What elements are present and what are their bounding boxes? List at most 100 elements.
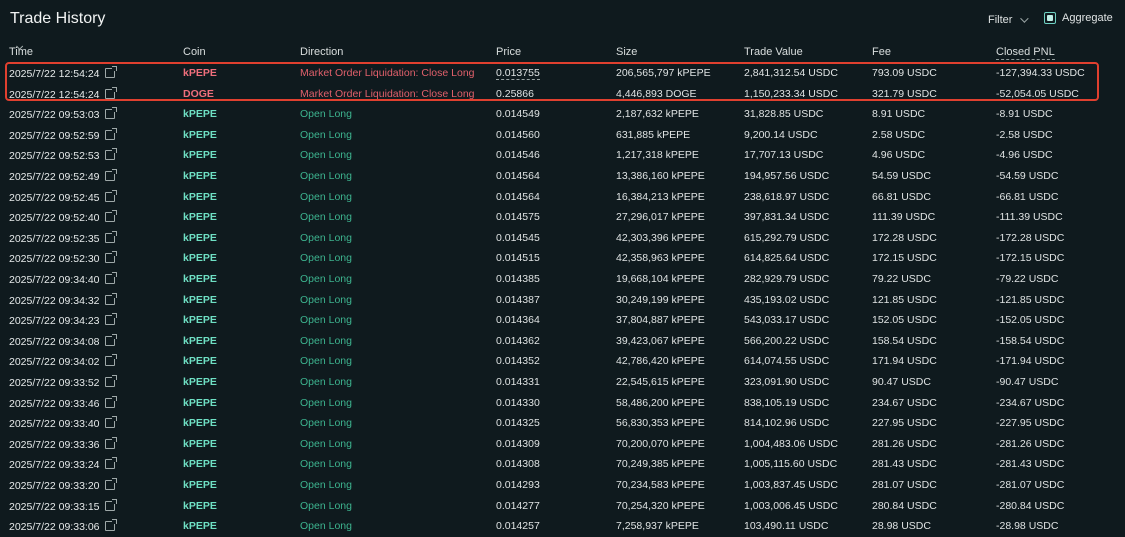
trade-value-cell: 838,105.19 USDC [744,396,830,409]
external-link-icon[interactable] [104,313,117,326]
time-cell[interactable]: 2025/7/22 09:33:06 [9,519,117,533]
direction-cell: Open Long [300,396,352,409]
direction-cell: Open Long [300,170,352,182]
table-row[interactable]: 2025/7/22 09:52:40 kPEPE Open Long 0.014575… [0,207,1125,228]
external-link-icon[interactable] [104,189,117,202]
aggregate-checkbox[interactable] [1044,12,1056,24]
time-cell[interactable]: 2025/7/22 12:54:24 [9,86,117,101]
table-row[interactable]: 2025/7/22 09:52:30 kPEPE Open Long 0.014515… [0,248,1125,269]
time-cell[interactable]: 2025/7/22 09:34:32 [9,292,117,307]
time-cell[interactable]: 2025/7/22 09:52:49 [9,169,117,183]
time-cell[interactable]: 2025/7/22 09:33:36 [9,436,117,451]
external-link-icon[interactable] [104,478,117,490]
fee-cell: 281.43 USDC [872,458,937,471]
table-row[interactable]: 2025/7/22 09:52:59 kPEPE Open Long 0.014560… [0,125,1125,146]
table-row[interactable]: 2025/7/22 09:52:45 kPEPE Open Long 0.014564… [0,187,1125,208]
external-link-icon[interactable] [104,519,117,532]
external-link-icon[interactable] [104,230,117,243]
size-cell: 70,200,070 kPEPE [616,437,705,450]
table-row[interactable]: 2025/7/22 09:33:24 kPEPE Open Long 0.014308… [0,454,1125,475]
external-link-icon[interactable] [104,210,117,223]
time-cell[interactable]: 2025/7/22 09:34:02 [9,354,117,368]
table-row[interactable]: 2025/7/22 09:34:40 kPEPE Open Long 0.014385… [0,269,1125,290]
time-cell[interactable]: 2025/7/22 09:52:53 [9,148,117,163]
table-row[interactable]: 2025/7/22 09:34:08 kPEPE Open Long 0.014362… [0,331,1125,352]
external-link-icon[interactable] [104,354,117,367]
external-link-icon[interactable] [104,66,117,78]
time-cell[interactable]: 2025/7/22 09:52:59 [9,127,117,142]
external-link-icon[interactable] [104,333,117,346]
filter-dropdown[interactable]: Filter [988,14,1030,26]
table-header: Time Coin Direction Price Size Trade Val… [0,42,1125,60]
time-cell[interactable]: 2025/7/22 09:52:30 [9,251,117,265]
external-link-icon[interactable] [104,416,117,429]
external-link-icon[interactable] [104,498,117,511]
time-text: 2025/7/22 09:52:35 [9,232,100,245]
time-cell[interactable]: 2025/7/22 09:53:03 [9,107,117,121]
table-row[interactable]: 2025/7/22 09:34:02 kPEPE Open Long 0.014352… [0,351,1125,372]
time-cell[interactable]: 2025/7/22 09:34:08 [9,333,117,348]
price-cell: 0.014564 [496,190,540,203]
direction-cell: Open Long [300,108,352,121]
external-link-icon[interactable] [104,272,117,284]
time-cell[interactable]: 2025/7/22 09:52:40 [9,210,117,224]
direction-cell: Open Long [300,273,352,285]
time-cell[interactable]: 2025/7/22 09:34:23 [9,313,117,327]
trade-value-cell: 615,292.79 USDC [744,231,830,244]
time-cell[interactable]: 2025/7/22 09:52:35 [9,230,117,245]
price-cell: 0.014308 [496,458,540,471]
time-cell[interactable]: 2025/7/22 09:52:45 [9,189,117,204]
direction-cell: Open Long [300,520,352,533]
time-cell[interactable]: 2025/7/22 09:33:52 [9,375,117,389]
direction-cell: Market Order Liquidation: Close Long [300,67,475,79]
aggregate-toggle[interactable]: Aggregate [1044,12,1113,24]
table-row[interactable]: 2025/7/22 09:33:46 kPEPE Open Long 0.014330… [0,393,1125,414]
closed-pnl-cell: -158.54 USDC [996,334,1065,347]
table-row[interactable]: 2025/7/22 09:33:52 kPEPE Open Long 0.014331… [0,372,1125,393]
time-cell[interactable]: 2025/7/22 09:33:24 [9,457,117,471]
time-text: 2025/7/22 09:34:40 [9,274,100,286]
external-link-icon[interactable] [104,436,117,449]
external-link-icon[interactable] [104,86,117,99]
table-row[interactable]: 2025/7/22 09:33:36 kPEPE Open Long 0.014309… [0,434,1125,455]
time-cell[interactable]: 2025/7/22 09:33:40 [9,416,117,430]
size-cell: 13,386,160 kPEPE [616,170,705,182]
table-row[interactable]: 2025/7/22 09:33:40 kPEPE Open Long 0.014325… [0,413,1125,434]
table-row[interactable]: 2025/7/22 09:34:23 kPEPE Open Long 0.014364… [0,310,1125,331]
external-link-icon[interactable] [104,107,117,120]
external-link-icon[interactable] [104,375,117,387]
table-row[interactable]: 2025/7/22 12:54:24 DOGE Market Order Liqui… [0,84,1125,105]
time-cell[interactable]: 2025/7/22 09:33:46 [9,395,117,410]
column-trade-value: Trade Value [744,46,803,58]
table-row[interactable]: 2025/7/22 09:33:15 kPEPE Open Long 0.014277… [0,496,1125,517]
table-row[interactable]: 2025/7/22 09:52:53 kPEPE Open Long 0.014546… [0,145,1125,166]
table-row[interactable]: 2025/7/22 09:52:35 kPEPE Open Long 0.014545… [0,228,1125,249]
time-cell[interactable]: 2025/7/22 12:54:24 [9,66,117,80]
closed-pnl-cell: -90.47 USDC [996,376,1059,388]
trade-value-cell: 103,490.11 USDC [744,520,829,533]
external-link-icon[interactable] [104,457,117,470]
fee-cell: 172.15 USDC [872,252,937,265]
table-row[interactable]: 2025/7/22 09:33:20 kPEPE Open Long 0.014293… [0,475,1125,496]
table-row[interactable]: 2025/7/22 09:52:49 kPEPE Open Long 0.014564… [0,166,1125,187]
price-cell: 0.013755 [496,67,540,80]
time-cell[interactable]: 2025/7/22 09:33:20 [9,478,117,492]
time-cell[interactable]: 2025/7/22 09:34:40 [9,272,117,286]
external-link-icon[interactable] [104,148,117,161]
time-text: 2025/7/22 09:52:53 [9,150,100,163]
table-row[interactable]: 2025/7/22 09:33:06 kPEPE Open Long 0.014257… [0,516,1125,537]
page-title: Trade History [10,10,106,27]
table-row[interactable]: 2025/7/22 09:34:32 kPEPE Open Long 0.014387… [0,290,1125,311]
external-link-icon[interactable] [104,251,117,264]
table-row[interactable]: 2025/7/22 12:54:24 kPEPE Market Order Liqu… [0,63,1125,84]
column-closed-pnl[interactable]: Closed PNL [996,46,1055,60]
time-cell[interactable]: 2025/7/22 09:33:15 [9,498,117,513]
size-cell: 70,249,385 kPEPE [616,458,705,471]
closed-pnl-cell: -152.05 USDC [996,314,1065,327]
coin-cell: kPEPE [183,231,217,244]
external-link-icon[interactable] [104,395,117,408]
external-link-icon[interactable] [104,292,117,305]
external-link-icon[interactable] [104,127,117,140]
external-link-icon[interactable] [104,169,117,181]
table-row[interactable]: 2025/7/22 09:53:03 kPEPE Open Long 0.014549… [0,104,1125,125]
